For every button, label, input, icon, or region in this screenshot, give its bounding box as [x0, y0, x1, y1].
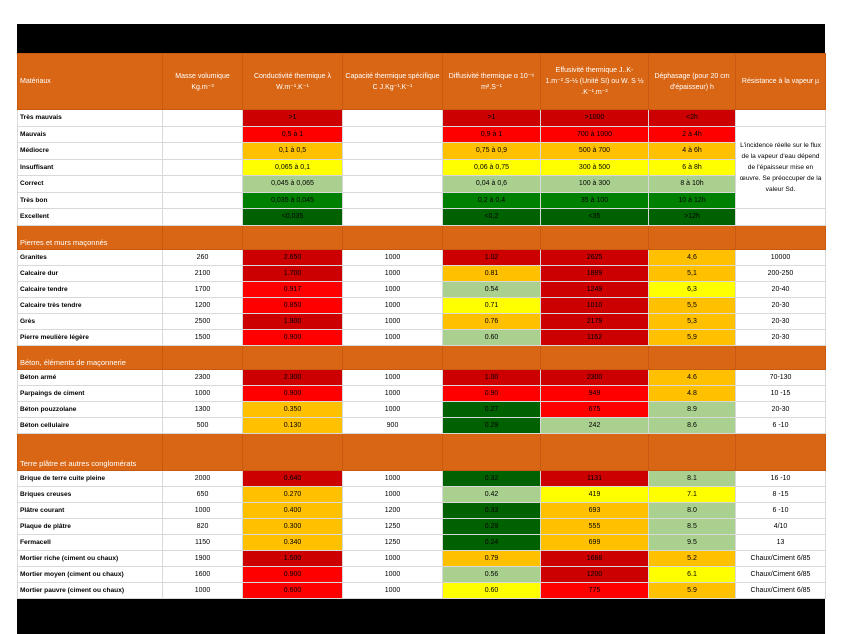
legend-row: Excellent <0,035 <0,2 <35 >12h	[17, 208, 826, 226]
legend-alpha: <0,2	[442, 208, 541, 226]
legend-lambda: 0,5 à 1	[242, 125, 343, 143]
legend-effusivite: 300 à 500	[540, 158, 649, 176]
legend-lambda: >1	[242, 109, 343, 127]
legend-lambda: 0,045 à 0,065	[242, 175, 343, 193]
table-row: Béton armé 2300 2.300 1000 1.00 2300 4.6…	[17, 368, 826, 386]
section-title: Béton, éléments de maçonnerie	[17, 344, 163, 370]
header-masse: Masse volumique Kg.m⁻³	[162, 53, 243, 110]
legend-row: Mauvais 0,5 à 1 0,9 à 1 700 à 1000 2 à 4…	[17, 125, 826, 209]
table-row: Béton pouzzolane 1300 0.350 1000 0.27 67…	[17, 400, 826, 418]
table-row: Béton cellulaire 500 0.130 900 0.29 242 …	[17, 416, 826, 434]
legend-lambda: 0,1 à 0,5	[242, 142, 343, 160]
section-header: Terre plâtre et autres conglomérats	[17, 432, 826, 471]
legend-row: Très bon 0,035 à 0,045 0,2 à 0,4 35 à 10…	[17, 191, 826, 209]
legend-effusivite: 700 à 1000	[540, 125, 649, 143]
table-row: Pierre meulière légère 1500 0.900 1000 0…	[17, 328, 826, 346]
legend-row: Médiocre 0,1 à 0,5 0,75 à 0,9 500 à 700 …	[17, 142, 826, 160]
table-row: Brique de terre cuite pleine 2000 0.640 …	[17, 469, 826, 487]
legend-label: Excellent	[17, 208, 163, 226]
legend-dephasage: 2 à 4h	[648, 125, 736, 143]
bottom-black-band	[17, 598, 825, 634]
header-materiaux: Matériaux	[17, 53, 163, 110]
legend-label: Très mauvais	[17, 109, 163, 127]
legend-alpha: 0,06 à 0,75	[442, 158, 541, 176]
legend-dephasage: 8 à 10h	[648, 175, 736, 193]
legend-alpha: 0,75 à 0,9	[442, 142, 541, 160]
table-row: Fermacell 1150 0.340 1250 0.24 699 9.5 1…	[17, 533, 826, 551]
table-row: Calcaire très tendre 1200 0.850 1000 0.7…	[17, 296, 826, 314]
table-row: Plâtre courant 1000 0.400 1200 0.33 693 …	[17, 501, 826, 519]
legend-alpha: >1	[442, 109, 541, 127]
legend-label: Correct	[17, 175, 163, 193]
table-row: Parpaings de ciment 1000 0.900 1000 0.90…	[17, 384, 826, 402]
table-row: Grès 2500 1.900 1000 0.76 2179 5,3 20-30	[17, 312, 826, 330]
legend-effusivite: 100 à 300	[540, 175, 649, 193]
top-black-band	[17, 24, 825, 53]
legend-label: Insuffisant	[17, 158, 163, 176]
header-conductivite: Conductivité thermique λ W.m⁻¹.K⁻¹	[242, 53, 343, 110]
section-title: Pierres et murs maçonnés	[17, 224, 163, 250]
table-row: Briques creuses 650 0.270 1000 0.42 419 …	[17, 485, 826, 503]
legend-dephasage: 10 à 12h	[648, 191, 736, 209]
header-resistance: Résistance à la vapeur µ	[735, 53, 826, 110]
header-effusivite: Effusivité thermique J..K-1.m⁻².S-½ (Uni…	[540, 53, 649, 110]
table-row: Granites 260 2.650 1000 1.02 2625 4,6 10…	[17, 248, 826, 266]
legend-dephasage: 4 à 6h	[648, 142, 736, 160]
legend-alpha: 0,9 à 1	[442, 125, 541, 143]
legend-label: Médiocre	[17, 142, 163, 160]
legend-row: Insuffisant 0,065 à 0,1 0,06 à 0,75 300 …	[17, 158, 826, 176]
legend-lambda: 0,065 à 0,1	[242, 158, 343, 176]
legend-row: Très mauvais >1 >1 >1000 <2h	[17, 109, 826, 127]
section-header: Béton, éléments de maçonnerie	[17, 344, 826, 370]
table-row: Mortier riche (ciment ou chaux) 1900 1.5…	[17, 549, 826, 567]
header-row: Matériaux Masse volumique Kg.m⁻³ Conduct…	[17, 53, 826, 110]
header-capacite: Capacité thermique spécifique C J.Kg⁻¹.K…	[342, 53, 443, 110]
materials-table: Matériaux Masse volumique Kg.m⁻³ Conduct…	[17, 53, 826, 599]
table-row: Mortier moyen (ciment ou chaux) 1600 0.9…	[17, 565, 826, 583]
section-title: Terre plâtre et autres conglomérats	[17, 432, 163, 471]
header-diffusivite: Diffusivité thermique α 10⁻⁶ m².S⁻¹	[442, 53, 541, 110]
spreadsheet: Matériaux Masse volumique Kg.m⁻³ Conduct…	[17, 24, 826, 634]
vapour-resistance-note: L'incidence réelle sur le flux de la vap…	[735, 125, 826, 209]
legend-label: Mauvais	[17, 125, 163, 143]
legend-effusivite: >1000	[540, 109, 649, 127]
header-dephasage: Déphasage (pour 20 cm d'épaisseur) h	[648, 53, 736, 110]
legend-label: Très bon	[17, 191, 163, 209]
legend-effusivite: <35	[540, 208, 649, 226]
table-row: Calcaire tendre 1700 0.917 1000 0.54 124…	[17, 280, 826, 298]
legend-effusivite: 500 à 700	[540, 142, 649, 160]
table-row: Plaque de plâtre 820 0.300 1250 0.29 555…	[17, 517, 826, 535]
legend-alpha: 0,2 à 0,4	[442, 191, 541, 209]
legend-alpha: 0,04 à 0,6	[442, 175, 541, 193]
legend-lambda: <0,035	[242, 208, 343, 226]
legend-effusivite: 35 à 100	[540, 191, 649, 209]
legend-dephasage: >12h	[648, 208, 736, 226]
legend-dephasage: <2h	[648, 109, 736, 127]
section-header: Pierres et murs maçonnés	[17, 224, 826, 250]
table-row: Calcaire dur 2100 1.700 1000 0.81 1889 5…	[17, 264, 826, 282]
table-row: Mortier pauvre (ciment ou chaux) 1000 0.…	[17, 581, 826, 599]
legend-row: Correct 0,045 à 0,065 0,04 à 0,6 100 à 3…	[17, 175, 826, 193]
legend-lambda: 0,035 à 0,045	[242, 191, 343, 209]
legend-dephasage: 6 à 8h	[648, 158, 736, 176]
